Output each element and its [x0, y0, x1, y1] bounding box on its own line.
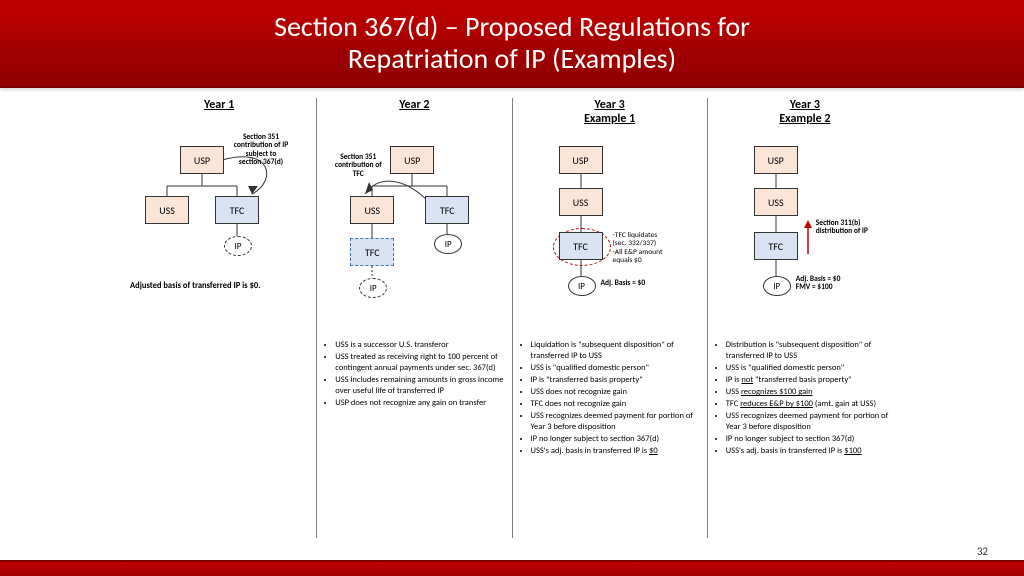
bullet: USP does not recognize any gain on trans… [335, 398, 505, 409]
col-body-year3ex2: USP USS TFC IP Section 311(b)distributio… [708, 136, 902, 336]
node-tfc-y3e1: TFC [559, 232, 603, 260]
col-year2: Year 2 USP [316, 98, 511, 538]
bullet: USS is a successor U.S. transferor [335, 340, 505, 351]
bullet: IP is "transferred basis property" [531, 375, 701, 386]
node-tfc-y3e2: TFC [754, 232, 798, 260]
node-ip: IP [224, 236, 252, 256]
diagram-canvas: Year 1 USP USS TFC [0, 98, 1024, 564]
bullet: USS is "qualified domestic person" [726, 363, 896, 374]
col-year3ex1: Year 3 Example 1 USP USS TFC IP -TFC liq… [512, 98, 707, 538]
bullet: USS does not recognize gain [531, 387, 701, 398]
node-usp-y3e1: USP [559, 146, 603, 174]
node-uss-y3e2: USS [754, 188, 798, 216]
col-body-year1: USP USS TFC IP Section 351contribution o… [122, 136, 316, 336]
header-band: Section 367(d) – Proposed Regulations fo… [0, 0, 1024, 88]
node-ip-y3e2: IP [763, 276, 791, 296]
bullet: USS's adj. basis in transferred IP is $0 [531, 446, 701, 457]
bullet: Liquidation is "subsequent disposition" … [531, 340, 701, 362]
page-number: 32 [977, 545, 988, 558]
bullet: USS is "qualified domestic person" [531, 363, 701, 374]
columns: Year 1 USP USS TFC [122, 98, 902, 538]
col-title-year3ex1: Year 3 Example 1 [513, 98, 707, 128]
bullets-year3ex2: Distribution is "subsequent disposition"… [708, 336, 902, 457]
node-uss: USS [145, 196, 189, 224]
bullet: USS treated as receiving right to 100 pe… [335, 352, 505, 374]
col-title-year2: Year 2 [317, 98, 511, 128]
bullets-year2: USS is a successor U.S. transferor USS t… [317, 336, 511, 409]
side-note-y3e2: Section 311(b)distribution of IP [816, 220, 890, 237]
bullet: USS recognizes $100 gain [726, 387, 896, 398]
col-title-year1: Year 1 [122, 98, 316, 128]
ip-note-y3e2: Adj. Basis = $0 FMV = $100 [796, 276, 876, 293]
bullet: IP no longer subject to section 367(d) [531, 434, 701, 445]
col-year1: Year 1 USP USS TFC [122, 98, 316, 538]
bullet: USS recognizes deemed payment for portio… [726, 411, 896, 433]
node-uss-y2: USS [350, 196, 394, 224]
bullet: USS's adj. basis in transferred IP is $1… [726, 446, 896, 457]
bullet: USS includes remaining amounts in gross … [335, 375, 505, 397]
side-note-year1: Section 351contribution of IPsubject tos… [226, 134, 296, 167]
side-note-y3e1: -TFC liquidates(sec. 332/337)-All E&P am… [613, 232, 693, 265]
node-ip-solid-y2: IP [434, 234, 462, 254]
bullet: Distribution is "subsequent disposition"… [726, 340, 896, 362]
col-body-year2: USP USS TFC IP TFC IP Section 351contrib… [317, 136, 511, 336]
bullet: USS recognizes deemed payment for portio… [531, 411, 701, 433]
title-line-1: Section 367(d) – Proposed Regulations fo… [274, 9, 750, 44]
node-usp: USP [180, 146, 224, 174]
bullets-year3ex1: Liquidation is "subsequent disposition" … [513, 336, 707, 457]
side-note-year2: Section 351contribution of TFC [329, 154, 387, 179]
node-tfc: TFC [215, 196, 259, 224]
bullet: IP no longer subject to section 367(d) [726, 434, 896, 445]
col-year3ex2: Year 3 Example 2 USP USS TFC IP Section … [707, 98, 902, 538]
node-uss-y3e1: USS [559, 188, 603, 216]
node-ip-y3e1: IP [568, 276, 596, 296]
title-line-2: Repatriation of IP (Examples) [348, 41, 676, 76]
node-usp-y2: USP [390, 146, 434, 174]
col-body-year3ex1: USP USS TFC IP -TFC liquidates(sec. 332/… [513, 136, 707, 336]
bullet: IP is not "transferred basis property" [726, 375, 896, 386]
node-tfc-y2: TFC [425, 196, 469, 224]
footer-band [0, 560, 1024, 576]
page-title: Section 367(d) – Proposed Regulations fo… [274, 11, 750, 75]
bullet: TFC does not recognize gain [531, 399, 701, 410]
col-title-year3ex2: Year 3 Example 2 [708, 98, 902, 128]
ip-note-y3e1: Adj. Basis = $0 [601, 280, 671, 288]
node-ip-dash-y2: IP [359, 278, 387, 298]
bullet: TFC reduces E&P by $100 (amt. gain at US… [726, 399, 896, 410]
node-tfc-dash-y2: TFC [350, 238, 394, 266]
node-usp-y3e2: USP [754, 146, 798, 174]
